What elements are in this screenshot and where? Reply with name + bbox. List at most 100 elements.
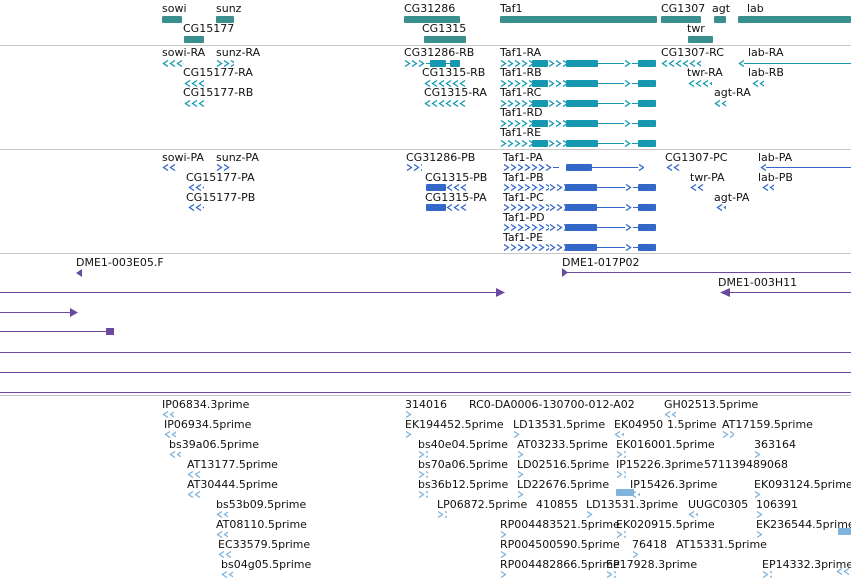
est-glyph[interactable]	[0, 491, 851, 498]
est-glyph[interactable]	[0, 431, 851, 438]
est-glyph[interactable]	[0, 511, 851, 518]
protein-glyph[interactable]	[0, 184, 851, 191]
exon-block	[638, 120, 656, 127]
transcript-glyph[interactable]	[0, 80, 851, 87]
transcript-glyph[interactable]	[0, 60, 851, 67]
strand-arrows	[760, 164, 766, 171]
track-separator	[0, 45, 851, 46]
transcript-glyph[interactable]	[0, 60, 851, 67]
protein-glyph[interactable]	[0, 164, 851, 171]
protein-glyph[interactable]	[0, 204, 851, 211]
protein-glyph[interactable]	[0, 184, 851, 191]
gene-glyph[interactable]	[0, 16, 851, 23]
est-glyph[interactable]	[0, 551, 851, 558]
est-glyph[interactable]	[0, 431, 851, 438]
gene-glyph[interactable]	[0, 16, 851, 23]
feature-label: lab-RB	[748, 66, 784, 79]
protein-glyph[interactable]	[0, 224, 851, 231]
est-glyph[interactable]	[0, 511, 851, 518]
transcript-glyph[interactable]	[0, 60, 851, 67]
transcript-glyph[interactable]	[0, 100, 851, 107]
strand-arrows	[625, 204, 633, 211]
strand-arrows	[503, 224, 549, 231]
est-glyph[interactable]	[0, 531, 851, 538]
est-glyph[interactable]	[0, 451, 851, 458]
transcript-glyph[interactable]	[0, 100, 851, 107]
protein-glyph[interactable]	[0, 204, 851, 211]
est-glyph[interactable]	[0, 471, 851, 478]
est-glyph[interactable]	[0, 471, 851, 478]
est-glyph[interactable]	[0, 571, 851, 578]
gene-glyph[interactable]	[0, 16, 851, 23]
est-glyph[interactable]	[0, 451, 851, 458]
feature-label: AT30444.5prime	[187, 478, 278, 491]
transcript-glyph[interactable]	[0, 120, 851, 127]
est-glyph[interactable]	[0, 471, 851, 478]
est-glyph[interactable]	[0, 431, 851, 438]
gene-glyph[interactable]	[0, 16, 851, 23]
est-glyph[interactable]	[0, 491, 851, 498]
est-glyph[interactable]	[0, 431, 851, 438]
transcript-glyph[interactable]	[0, 60, 851, 67]
est-glyph[interactable]	[0, 451, 851, 458]
intron-line	[598, 123, 624, 124]
transcript-glyph[interactable]	[0, 80, 851, 87]
est-glyph[interactable]	[0, 531, 851, 538]
exon-block	[838, 528, 851, 535]
est-glyph[interactable]	[0, 411, 851, 418]
est-glyph[interactable]	[0, 411, 851, 418]
est-glyph[interactable]	[0, 489, 851, 496]
protein-glyph[interactable]	[0, 164, 851, 171]
protein-glyph[interactable]	[0, 184, 851, 191]
transcript-glyph[interactable]	[0, 80, 851, 87]
protein-glyph[interactable]	[0, 164, 851, 171]
est-glyph[interactable]	[0, 451, 851, 458]
est-glyph[interactable]	[0, 531, 851, 538]
est-glyph[interactable]	[0, 551, 851, 558]
transcript-glyph[interactable]	[0, 60, 851, 67]
gene-glyph[interactable]	[0, 16, 851, 23]
est-glyph[interactable]	[0, 531, 851, 538]
est-glyph[interactable]	[0, 571, 851, 578]
est-glyph[interactable]	[0, 571, 851, 578]
gene-glyph[interactable]	[0, 16, 851, 23]
est-glyph[interactable]	[0, 411, 851, 418]
est-glyph[interactable]	[0, 451, 851, 458]
est-glyph[interactable]	[0, 511, 851, 518]
protein-glyph[interactable]	[0, 184, 851, 191]
est-glyph[interactable]	[0, 491, 851, 498]
exon-block	[566, 100, 598, 107]
est-glyph[interactable]	[0, 491, 851, 498]
feature-label: CG1307	[661, 2, 706, 15]
protein-glyph[interactable]	[0, 164, 851, 171]
est-glyph[interactable]	[0, 568, 851, 575]
est-glyph[interactable]	[0, 551, 851, 558]
transcript-glyph[interactable]	[0, 100, 851, 107]
strand-arrows	[418, 491, 428, 498]
est-glyph[interactable]	[0, 471, 851, 478]
protein-glyph[interactable]	[0, 204, 851, 211]
est-glyph[interactable]	[0, 511, 851, 518]
clone-end-marker	[70, 308, 78, 317]
est-glyph[interactable]	[0, 491, 851, 498]
protein-glyph[interactable]	[0, 164, 851, 171]
transcript-glyph[interactable]	[0, 80, 851, 87]
est-glyph[interactable]	[0, 571, 851, 578]
gene-glyph[interactable]	[0, 36, 851, 43]
protein-glyph[interactable]	[0, 244, 851, 251]
est-glyph[interactable]	[0, 431, 851, 438]
protein-glyph[interactable]	[0, 204, 851, 211]
gene-glyph[interactable]	[0, 36, 851, 43]
transcript-glyph[interactable]	[0, 100, 851, 107]
protein-glyph[interactable]	[0, 184, 851, 191]
est-glyph[interactable]	[0, 528, 851, 535]
protein-glyph[interactable]	[0, 164, 851, 171]
transcript-glyph[interactable]	[0, 80, 851, 87]
strand-arrows	[616, 531, 626, 538]
transcript-glyph[interactable]	[0, 140, 851, 147]
est-glyph[interactable]	[0, 511, 851, 518]
transcript-glyph[interactable]	[0, 60, 851, 67]
gene-glyph[interactable]	[0, 36, 851, 43]
gene-glyph[interactable]	[0, 16, 851, 23]
